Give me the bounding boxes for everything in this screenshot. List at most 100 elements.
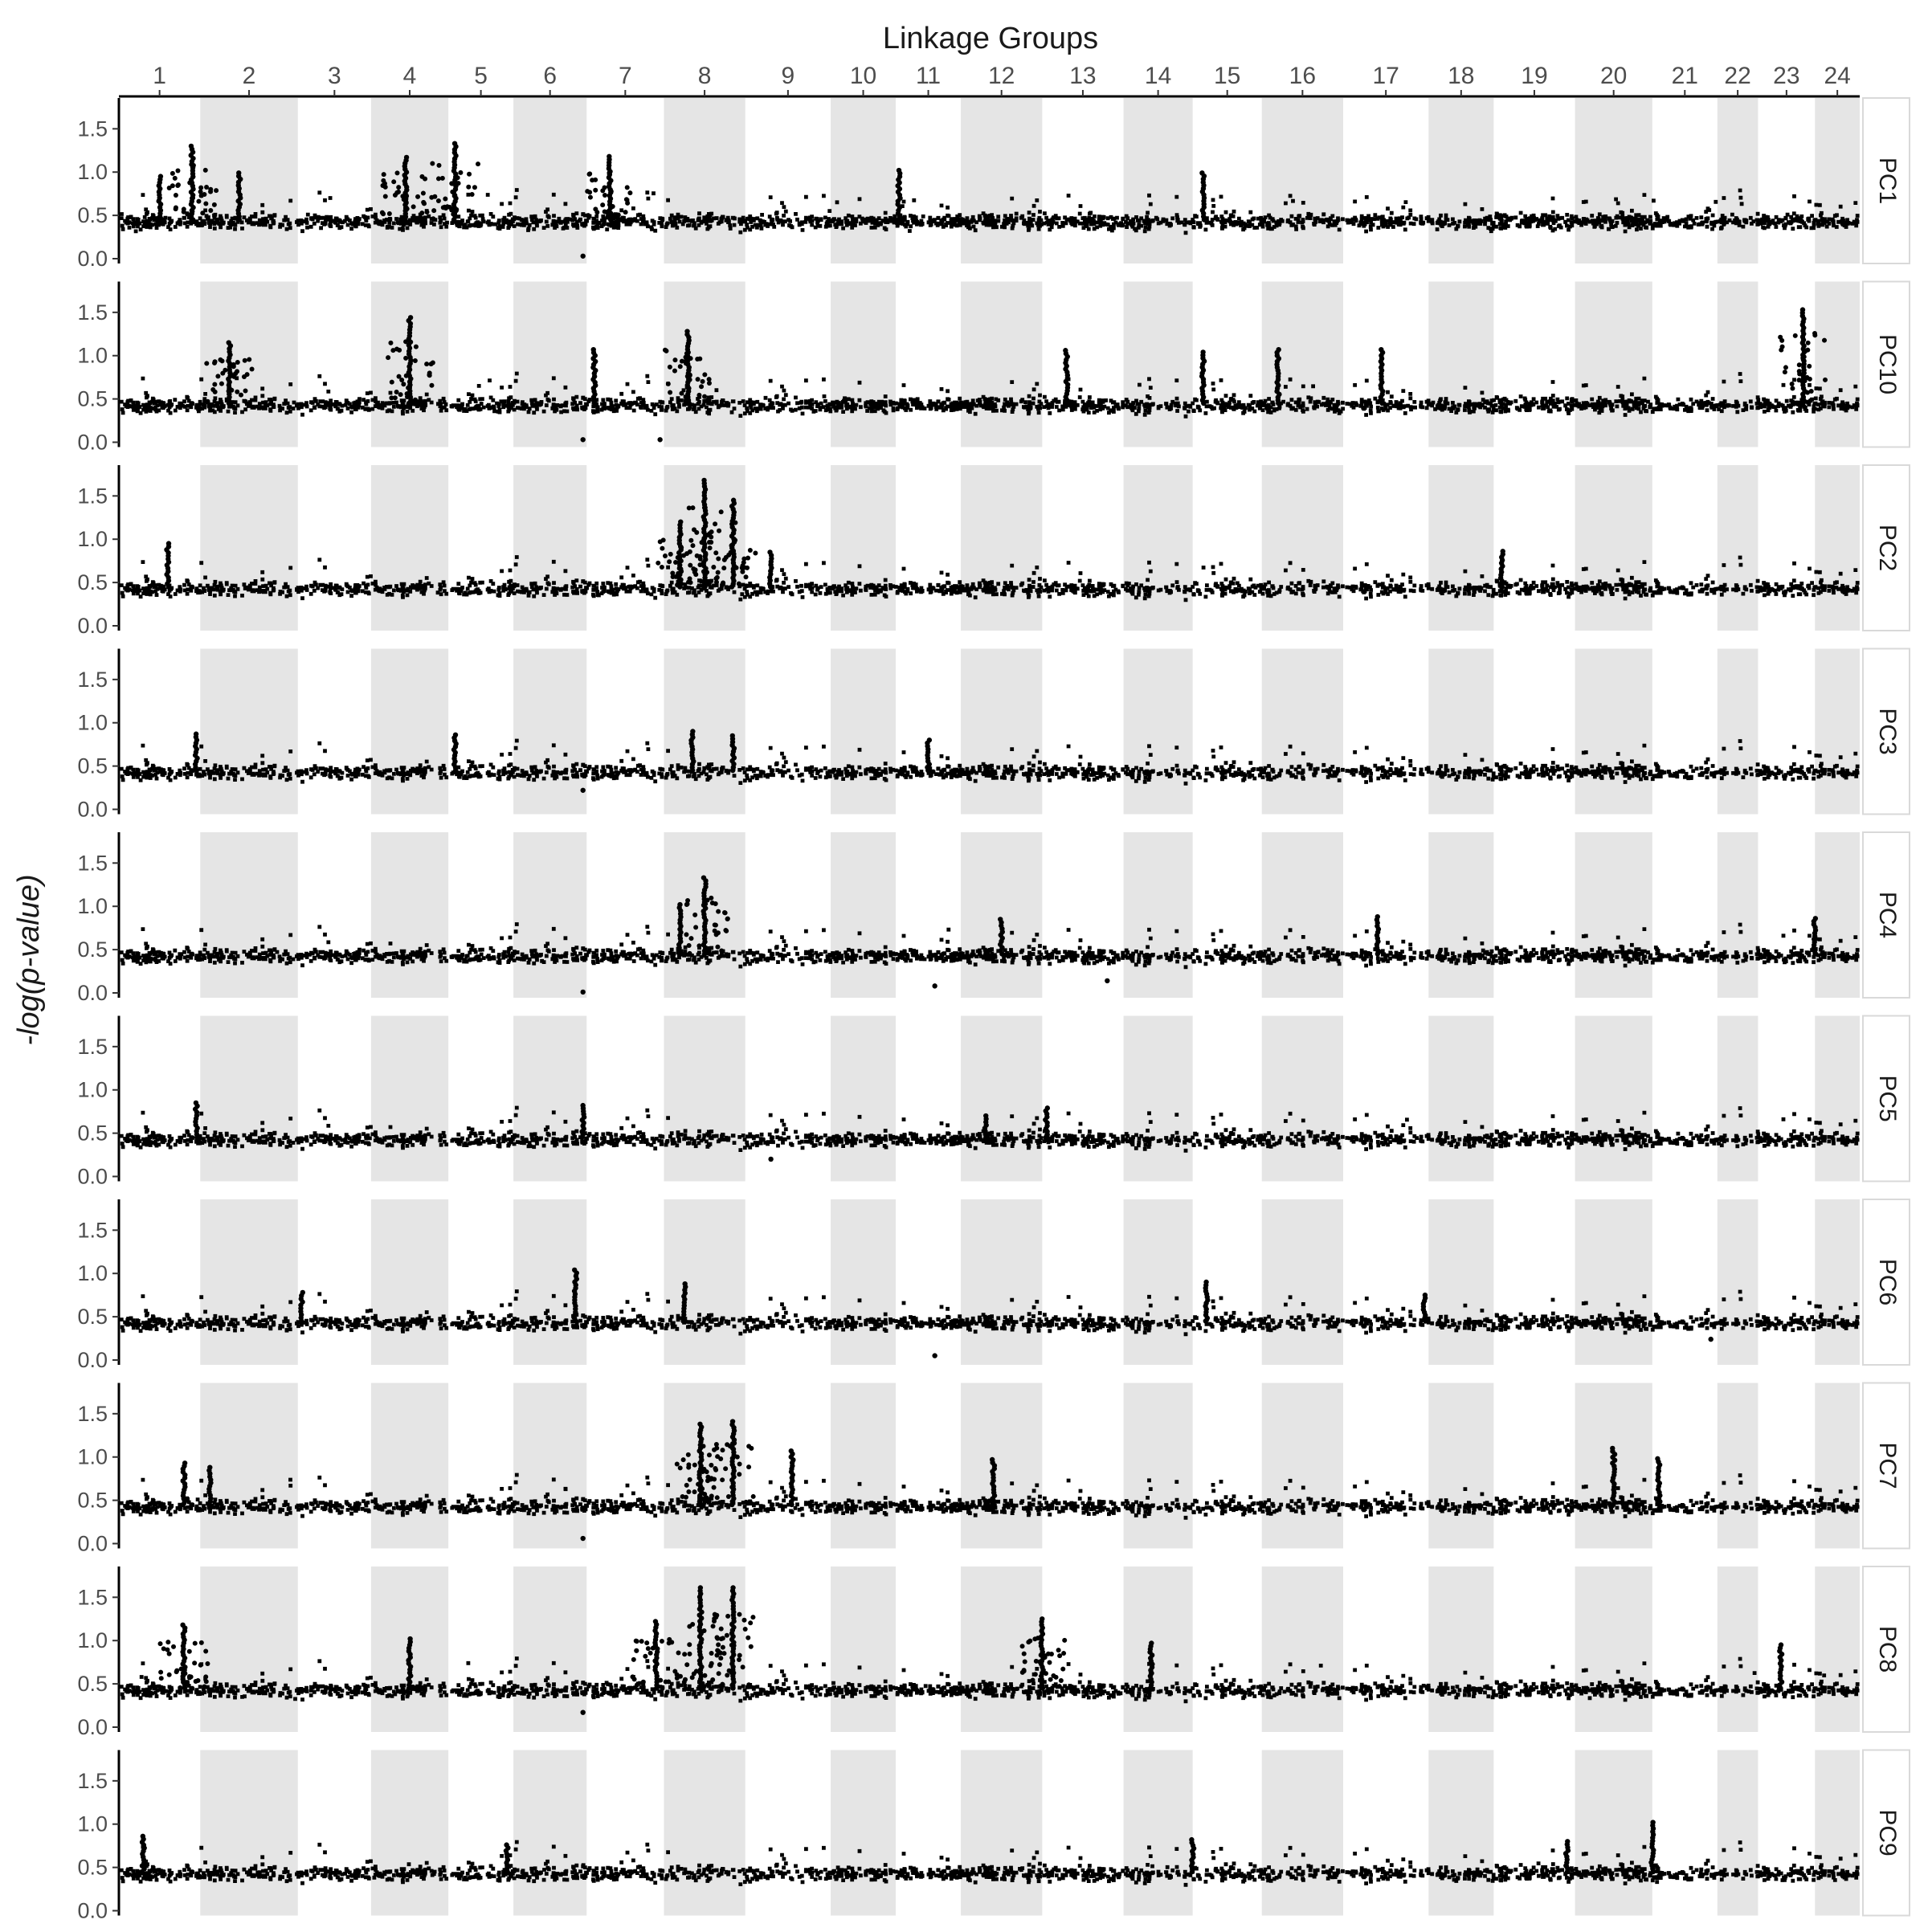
y-tick-label: 1.0 <box>77 894 108 918</box>
data-point <box>723 928 729 933</box>
linkage-group-band <box>1575 1750 1652 1916</box>
data-point <box>747 547 753 553</box>
data-point <box>1189 1836 1195 1843</box>
data-point <box>688 580 693 586</box>
linkage-group-band <box>1815 1750 1860 1916</box>
data-point <box>740 1664 745 1670</box>
data-point <box>602 192 607 198</box>
data-point <box>694 529 700 535</box>
data-point-outlier <box>932 1353 937 1358</box>
data-point <box>733 565 739 570</box>
linkage-group-band <box>1717 1015 1758 1182</box>
facet-strip <box>1862 1749 1910 1917</box>
data-point <box>767 549 773 555</box>
data-point <box>703 901 709 907</box>
data-point <box>1823 377 1828 382</box>
data-point <box>737 1652 742 1658</box>
linkage-group-band <box>664 281 745 447</box>
panel-points-PC2 <box>119 477 1860 602</box>
data-point <box>677 1465 683 1471</box>
data-point <box>1804 374 1810 380</box>
data-point <box>713 1466 718 1472</box>
linkage-group-band <box>513 281 587 447</box>
linkage-group-band <box>370 465 449 631</box>
data-point <box>718 1656 724 1661</box>
linkage-group-band <box>664 1015 745 1182</box>
data-point <box>175 168 181 174</box>
data-point <box>403 355 409 361</box>
data-point <box>668 551 673 557</box>
panel-points-PC3 <box>119 729 1860 793</box>
data-point <box>740 569 745 574</box>
data-point <box>419 210 425 216</box>
data-point <box>1807 363 1812 369</box>
data-point <box>746 1682 752 1688</box>
data-point <box>196 198 202 204</box>
data-point <box>443 196 448 202</box>
data-point <box>178 1685 183 1690</box>
linkage-group-band <box>513 1566 587 1732</box>
linkage-group-band <box>200 1566 298 1732</box>
x-tick-label: 10 <box>850 63 876 89</box>
data-point <box>1799 307 1806 312</box>
data-point <box>1379 346 1384 353</box>
data-point <box>688 537 694 543</box>
data-point <box>231 364 236 370</box>
data-point-outlier <box>1708 1336 1714 1342</box>
data-point <box>677 364 683 370</box>
data-point <box>1040 1616 1045 1622</box>
data-point <box>1779 347 1784 353</box>
data-point <box>193 731 199 737</box>
data-point-outlier <box>580 1535 586 1542</box>
data-point <box>725 1442 730 1448</box>
data-point <box>174 1669 179 1675</box>
data-point <box>684 551 690 557</box>
linkage-group-band <box>1815 1199 1860 1365</box>
y-tick-label: 1.5 <box>77 1769 108 1793</box>
data-point <box>696 1481 701 1487</box>
data-point <box>198 189 203 194</box>
data-point <box>580 1102 586 1109</box>
linkage-group-band <box>513 465 587 631</box>
linkage-group-band <box>1428 1199 1494 1365</box>
data-point <box>467 171 472 177</box>
linkage-group-band <box>831 465 897 631</box>
data-point <box>403 154 410 161</box>
linkage-group-band <box>1123 1566 1193 1732</box>
data-point <box>630 1674 635 1680</box>
data-point <box>202 191 207 197</box>
data-point <box>166 1672 172 1677</box>
data-point <box>714 1635 720 1640</box>
data-point <box>750 1615 756 1620</box>
baseline-points <box>119 1105 1860 1153</box>
data-point <box>381 172 386 178</box>
linkage-group-band <box>1261 1199 1343 1365</box>
data-point <box>709 1493 714 1499</box>
linkage-group-band <box>1123 1199 1193 1365</box>
linkage-group-band <box>1123 648 1193 815</box>
data-point <box>697 1421 703 1427</box>
data-point <box>652 1619 659 1624</box>
data-point <box>659 1638 664 1644</box>
data-point <box>205 1660 210 1666</box>
linkage-group-band <box>961 1015 1043 1182</box>
data-point <box>1822 337 1828 343</box>
facet-strip-label: PC10 <box>1874 334 1901 394</box>
data-point <box>730 497 737 503</box>
data-point <box>1063 348 1068 353</box>
data-point <box>247 357 252 362</box>
data-point <box>672 368 677 374</box>
data-point <box>394 346 400 352</box>
data-point <box>208 207 214 213</box>
linkage-group-band <box>961 1199 1043 1365</box>
data-point <box>718 509 724 515</box>
data-point <box>610 204 615 210</box>
data-point <box>1149 1640 1154 1646</box>
data-point <box>424 210 430 215</box>
data-point <box>157 174 164 179</box>
data-point <box>161 1646 166 1652</box>
data-point <box>737 1461 742 1467</box>
data-point <box>392 395 398 401</box>
data-point <box>747 1499 753 1505</box>
facet-strip-label: PC6 <box>1874 1259 1901 1305</box>
